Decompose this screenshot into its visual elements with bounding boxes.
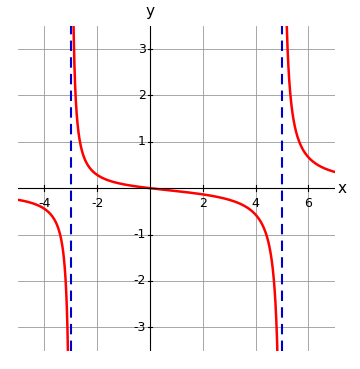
Text: 6: 6 (305, 197, 312, 210)
Text: y: y (145, 4, 154, 19)
Text: 3: 3 (138, 42, 146, 55)
Text: 1: 1 (138, 135, 146, 148)
Text: 4: 4 (252, 197, 260, 210)
Text: -4: -4 (38, 197, 51, 210)
Text: x: x (337, 181, 346, 196)
Text: -2: -2 (91, 197, 103, 210)
Text: 2: 2 (199, 197, 207, 210)
Text: -1: -1 (134, 228, 146, 241)
Text: 2: 2 (138, 89, 146, 102)
Text: -3: -3 (134, 321, 146, 334)
Text: -2: -2 (134, 275, 146, 287)
